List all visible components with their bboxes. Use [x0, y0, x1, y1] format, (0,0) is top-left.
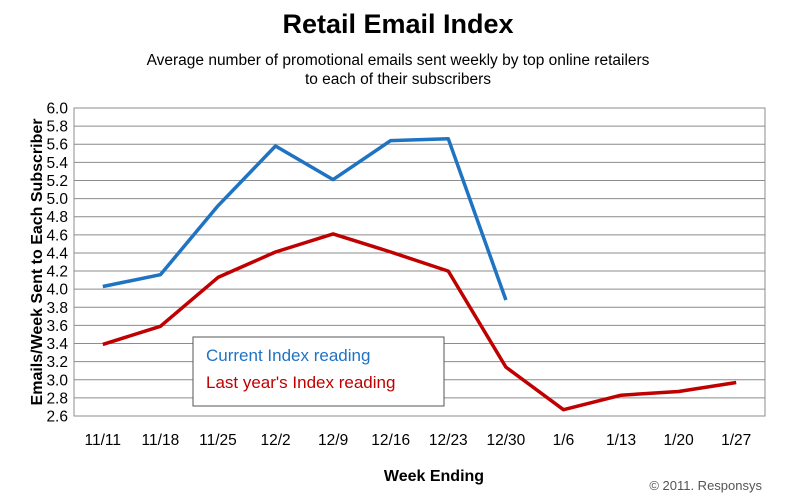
y-tick-label: 3.6 — [46, 318, 68, 335]
legend: Current Index reading Last year's Index … — [192, 336, 445, 407]
x-tick-label: 12/2 — [260, 432, 290, 449]
copyright-credit: © 2011. Responsys — [649, 478, 762, 493]
series-line-last-year — [102, 232, 737, 412]
x-tick-label: 1/27 — [721, 432, 751, 449]
x-tick-label: 1/13 — [606, 432, 636, 449]
x-tick-labels: 11/11 11/18 11/25 12/2 12/9 12/16 12/23 12/30 1/… — [85, 432, 752, 449]
y-tick-label: 3.2 — [46, 354, 68, 371]
series-lines — [102, 137, 737, 412]
x-tick-label: 12/23 — [429, 432, 468, 449]
chart-subtitle-line-2: to each of their subscribers — [305, 71, 491, 88]
plot-frame — [73, 107, 766, 417]
y-axis-label: Emails/Week Sent to Each Subscriber — [29, 119, 46, 406]
y-tick-label: 3.8 — [46, 300, 68, 317]
y-tick-label: 5.2 — [46, 173, 68, 190]
y-tick-label: 3.4 — [46, 336, 68, 353]
chart-title: Retail Email Index — [282, 9, 513, 39]
y-tick-label: 5.8 — [46, 119, 68, 136]
y-tick-label: 4.0 — [46, 282, 68, 299]
y-tick-label: 3.0 — [46, 372, 68, 389]
x-tick-label: 12/9 — [318, 432, 348, 449]
x-tick-label: 12/30 — [486, 432, 525, 449]
y-tick-label: 4.4 — [46, 245, 68, 262]
x-tick-label: 11/18 — [142, 432, 180, 449]
y-tick-label: 4.8 — [46, 209, 68, 226]
legend-entry-last-year: Last year's Index reading — [206, 373, 395, 392]
y-tick-label: 4.6 — [46, 227, 68, 244]
x-tick-label: 1/6 — [553, 432, 575, 449]
y-tick-label: 5.4 — [46, 155, 68, 172]
y-tick-label: 5.6 — [46, 137, 68, 154]
x-tick-label: 11/25 — [199, 432, 237, 449]
y-tick-label: 4.2 — [46, 264, 68, 281]
x-tick-label: 11/11 — [85, 432, 122, 449]
legend-entry-current: Current Index reading — [206, 346, 370, 365]
y-tick-label: 6.0 — [46, 101, 68, 118]
x-axis-label: Week Ending — [384, 468, 484, 485]
y-tick-label: 5.0 — [46, 191, 68, 208]
legend-box — [192, 336, 445, 407]
x-tick-label: 12/16 — [371, 432, 410, 449]
y-tick-label: 2.6 — [46, 409, 68, 426]
chart-subtitle-line-1: Average number of promotional emails sen… — [147, 52, 650, 69]
y-tick-labels: 2.62.83.03.23.43.63.84.04.24.44.64.85.05… — [46, 101, 68, 426]
x-tick-label: 1/20 — [664, 432, 695, 449]
y-tick-label: 2.8 — [46, 390, 68, 407]
series-line-current — [102, 137, 508, 301]
